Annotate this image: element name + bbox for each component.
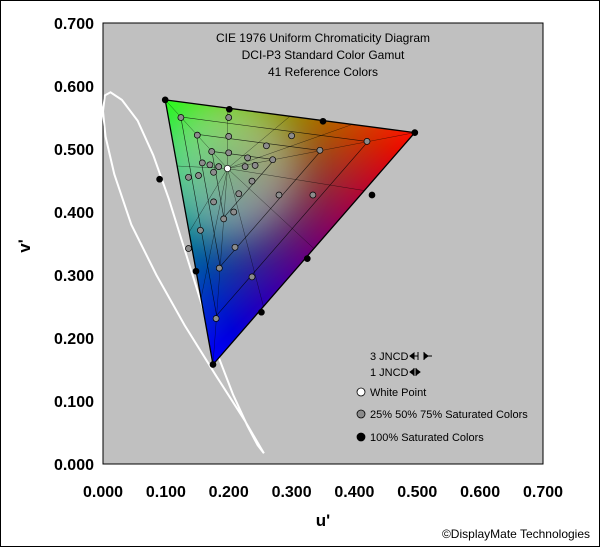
legend-item-full-saturation: 100% Saturated Colors	[356, 432, 484, 444]
y-tick-label: 0.500	[54, 142, 94, 159]
spectral-locus-layer	[101, 91, 265, 454]
data-point	[198, 159, 206, 167]
data-point	[223, 164, 232, 173]
saturation-spoke	[227, 168, 365, 191]
saturation-spoke	[227, 168, 315, 249]
data-point	[210, 168, 217, 176]
data-point	[231, 243, 239, 251]
data-point	[230, 208, 238, 216]
data-point	[210, 198, 217, 206]
y-tick-label: 0.400	[54, 205, 94, 222]
title-line-1: CIE 1976 Uniform Chromaticity Diagram	[216, 31, 430, 45]
legend-label-partial-saturation: 25% 50% 75% Saturated Colors	[370, 409, 528, 421]
data-point	[195, 172, 202, 179]
black-circle-icon	[356, 432, 366, 442]
legend-item-1-jncd: 1 JNCD	[370, 367, 421, 379]
x-tick-label: 0.500	[397, 484, 437, 501]
plot-area	[102, 22, 544, 465]
data-points-layer	[156, 96, 419, 368]
data-point	[192, 267, 200, 275]
data-point	[363, 138, 371, 145]
data-point	[206, 161, 214, 169]
data-point	[193, 131, 201, 139]
data-point	[235, 190, 243, 198]
data-point	[309, 191, 317, 199]
data-point	[215, 264, 223, 272]
x-tick-label: 0.300	[272, 484, 312, 501]
data-point	[225, 105, 233, 113]
copyright-credit: ©DisplayMate Technologies	[442, 527, 590, 541]
saturation-spoke	[200, 168, 228, 299]
x-tick-labels: 0.000 0.100 0.200 0.300 0.400 0.500 0.600 0.700	[83, 484, 563, 501]
legend-label-1-jncd: 1 JNCD	[370, 367, 409, 379]
y-tick-label: 0.000	[54, 457, 94, 474]
saturation-spoke	[188, 168, 228, 233]
data-point	[209, 361, 217, 368]
x-tick-label: 0.200	[209, 484, 249, 501]
data-point	[177, 114, 185, 121]
chart-title: CIE 1976 Uniform Chromaticity Diagram DC…	[216, 31, 430, 79]
legend-item-3-jncd: 3 JNCD	[370, 351, 432, 363]
gray-circle-icon	[356, 409, 366, 419]
y-tick-label: 0.100	[54, 394, 94, 411]
3-jncd-bar-icon	[409, 352, 432, 360]
data-point	[269, 156, 277, 164]
y-tick-label: 0.300	[54, 268, 94, 285]
data-point	[303, 255, 311, 262]
legend-label-white-point: White Point	[370, 387, 426, 399]
y-tick-label: 0.700	[54, 16, 94, 33]
spectral-locus-outline	[101, 91, 265, 454]
x-axis-label: u'	[316, 511, 330, 530]
title-line-2: DCI-P3 Standard Color Gamut	[242, 48, 405, 62]
data-point	[208, 148, 216, 155]
data-point	[368, 191, 376, 199]
legend-label-3-jncd: 3 JNCD	[370, 351, 409, 363]
x-tick-label: 0.600	[460, 484, 500, 501]
y-axis-label: v'	[15, 239, 34, 253]
data-point	[263, 142, 270, 150]
data-point	[241, 163, 249, 170]
x-tick-label: 0.000	[83, 484, 123, 501]
y-tick-label: 0.600	[54, 79, 94, 96]
data-point	[288, 132, 295, 140]
data-point	[161, 96, 169, 104]
data-point	[248, 177, 256, 185]
data-point	[411, 129, 419, 136]
x-tick-label: 0.100	[146, 484, 186, 501]
data-point	[156, 175, 163, 183]
1-jncd-bar-icon	[409, 368, 421, 376]
x-tick-label: 0.400	[334, 484, 374, 501]
data-point	[225, 114, 233, 121]
legend-item-white-point: White Point	[356, 387, 426, 399]
legend-label-full-saturation: 100% Saturated Colors	[370, 432, 484, 444]
x-tick-label: 0.700	[523, 484, 563, 501]
data-point	[185, 173, 192, 181]
saturation-spoke	[227, 116, 291, 169]
data-point	[212, 315, 220, 322]
data-point	[244, 154, 251, 162]
data-point	[220, 215, 228, 223]
data-point	[225, 133, 233, 140]
legend-item-partial-saturation: 25% 50% 75% Saturated Colors	[356, 409, 528, 421]
white-circle-icon	[356, 387, 366, 397]
data-point	[185, 245, 192, 252]
data-point	[258, 308, 265, 316]
data-point	[248, 273, 256, 281]
data-point	[316, 146, 324, 154]
title-line-3: 41 Reference Colors	[268, 65, 378, 79]
legend: 3 JNCD 1 JNCD White Point	[356, 351, 528, 444]
data-point	[225, 149, 233, 157]
data-point	[197, 226, 204, 234]
data-point	[251, 162, 259, 169]
saturation-spoke	[227, 124, 353, 169]
y-tick-labels: 0.000 0.100 0.200 0.300 0.400 0.500 0.600 0.700	[54, 16, 94, 474]
y-tick-label: 0.200	[54, 331, 94, 348]
data-point	[275, 191, 283, 199]
data-point	[319, 117, 327, 125]
saturation-spoke	[227, 168, 264, 307]
data-point	[215, 163, 223, 170]
